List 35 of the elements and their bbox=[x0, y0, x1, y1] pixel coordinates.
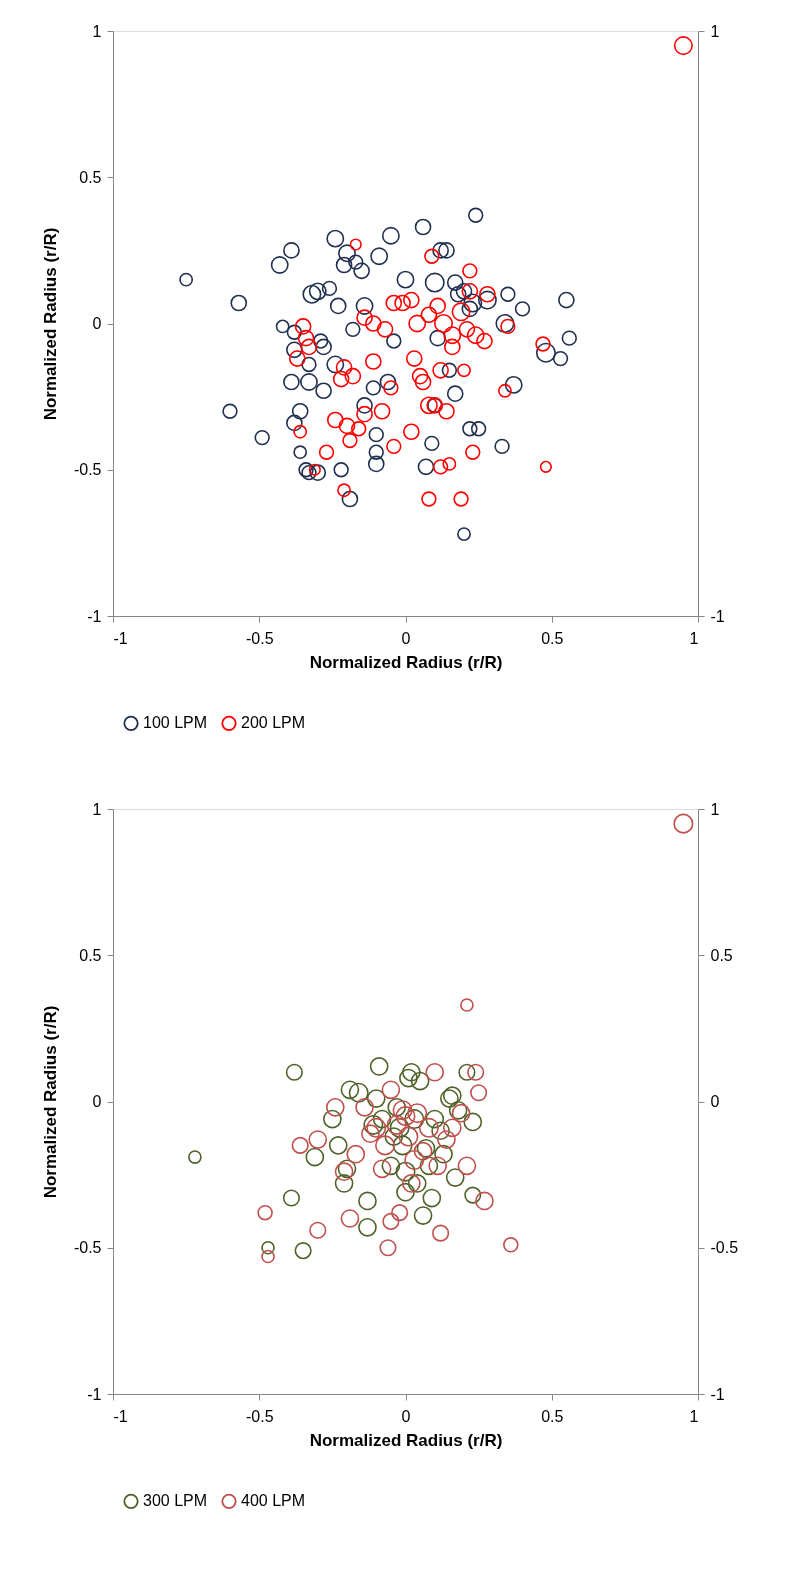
x-tick-label: -0.5 bbox=[245, 629, 274, 647]
y-tick-label: 0.5 bbox=[79, 946, 102, 964]
legend-label: 400 LPM bbox=[241, 1492, 306, 1510]
x-tick-label: 1 bbox=[689, 629, 699, 647]
x-tick-label: -1 bbox=[113, 1407, 128, 1425]
y2-tick-label: 1 bbox=[710, 800, 720, 818]
x-axis-title: Normalized Radius (r/R) bbox=[309, 652, 503, 672]
x-tick-label: -0.5 bbox=[245, 1407, 274, 1425]
y-tick-label: 0 bbox=[92, 315, 102, 332]
legend-label: 300 LPM bbox=[143, 1492, 208, 1510]
x-tick-label: 0.5 bbox=[541, 629, 564, 647]
y2-tick-label: 0 bbox=[710, 1093, 720, 1110]
y2-tick-label: 1 bbox=[710, 22, 720, 40]
legend-label: 200 LPM bbox=[241, 714, 306, 732]
x-tick-label: -1 bbox=[113, 629, 128, 647]
x-tick-label: 1 bbox=[689, 1407, 699, 1425]
y-tick-label: 1 bbox=[92, 800, 102, 818]
y-tick-label: -1 bbox=[87, 607, 102, 625]
y2-tick-label: -1 bbox=[710, 607, 725, 625]
y-axis-title: Normalized Radius (r/R) bbox=[40, 1005, 60, 1199]
x-axis-title: Normalized Radius (r/R) bbox=[309, 1430, 503, 1450]
x-tick-label: 0 bbox=[401, 629, 411, 647]
x-tick-label: 0.5 bbox=[541, 1407, 564, 1425]
y-tick-label: -0.5 bbox=[73, 1239, 102, 1257]
y-tick-label: 0.5 bbox=[79, 168, 102, 186]
x-tick-label: 0 bbox=[401, 1407, 411, 1425]
y2-tick-label: -0.5 bbox=[710, 1239, 739, 1257]
y-tick-label: 1 bbox=[92, 22, 102, 40]
y-axis-title: Normalized Radius (r/R) bbox=[40, 227, 60, 421]
legend-label: 100 LPM bbox=[143, 714, 208, 732]
y-tick-label: -1 bbox=[87, 1385, 102, 1403]
y-tick-label: -0.5 bbox=[73, 461, 102, 479]
y2-tick-label: -1 bbox=[710, 1385, 725, 1403]
y2-tick-label: 0.5 bbox=[710, 946, 733, 964]
y-tick-label: 0 bbox=[92, 1093, 102, 1110]
